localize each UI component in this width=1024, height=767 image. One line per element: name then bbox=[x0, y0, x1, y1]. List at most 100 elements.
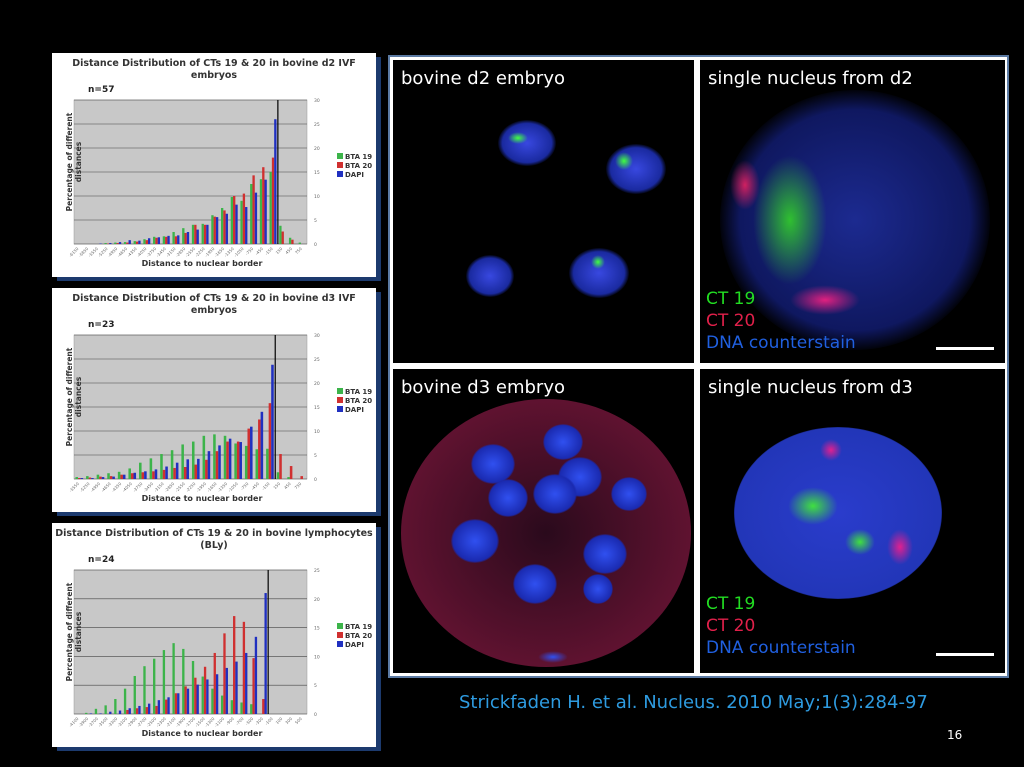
bar-bta-19 bbox=[143, 666, 146, 714]
bar-dapi bbox=[118, 242, 122, 244]
bar-dapi bbox=[250, 426, 253, 479]
bar-bta-20 bbox=[109, 476, 113, 479]
bar-bta-20 bbox=[252, 175, 255, 244]
microscopy-figure: bovine d2 embryo single nucleus from d2 … bbox=[388, 55, 1009, 678]
bar-bta-20 bbox=[183, 467, 187, 479]
bar-bta-19 bbox=[259, 179, 263, 244]
bar-bta-20 bbox=[233, 616, 236, 714]
bar-bta-19 bbox=[202, 435, 206, 479]
x-tick-label: 100 bbox=[274, 716, 283, 725]
bar-bta-20 bbox=[126, 709, 129, 714]
bar-bta-19 bbox=[223, 435, 227, 479]
bar-bta-20 bbox=[184, 232, 187, 244]
bar-bta-20 bbox=[141, 472, 145, 479]
bar-bta-20 bbox=[262, 167, 265, 244]
bar-bta-20 bbox=[213, 216, 216, 244]
bar-dapi bbox=[271, 364, 274, 479]
bar-bta-19 bbox=[133, 675, 136, 714]
bar-dapi bbox=[260, 411, 264, 479]
bar-bta-20 bbox=[223, 633, 226, 714]
legend-item: DAPI bbox=[337, 406, 372, 415]
n-label: n=24 bbox=[88, 555, 115, 565]
y-tick-label: 0 bbox=[314, 477, 317, 483]
scale-bar bbox=[936, 653, 994, 656]
bar-dapi bbox=[206, 224, 209, 244]
bar-bta-20 bbox=[135, 708, 139, 714]
y-tick-label: 30 bbox=[314, 333, 320, 339]
bar-dapi bbox=[225, 667, 228, 714]
bar-dapi bbox=[154, 469, 158, 479]
bar-bta-19 bbox=[162, 650, 166, 714]
bar-bta-19 bbox=[123, 242, 127, 244]
bar-dapi bbox=[167, 235, 170, 244]
bar-bta-19 bbox=[114, 699, 117, 714]
y-tick-label: 5 bbox=[314, 218, 317, 224]
x-tick-label: -5550 bbox=[68, 481, 80, 493]
bar-bta-19 bbox=[153, 236, 156, 244]
bar-bta-19 bbox=[269, 172, 272, 244]
color-legend: CT 19 CT 20 DNA counterstain bbox=[706, 593, 856, 659]
bar-bta-20 bbox=[203, 224, 207, 244]
legend-item: BTA 20 bbox=[337, 162, 372, 171]
bar-dapi bbox=[245, 207, 248, 244]
x-axis-label: Distance to nuclear border bbox=[141, 494, 263, 503]
bar-bta-19 bbox=[94, 708, 98, 714]
bar-bta-20 bbox=[173, 467, 176, 479]
bar-bta-19 bbox=[288, 237, 292, 244]
color-legend: CT 19 CT 20 DNA counterstain bbox=[706, 288, 856, 354]
bar-dapi bbox=[215, 674, 219, 714]
panel-d3-nucleus: single nucleus from d3 CT 19 CT 20 DNA c… bbox=[700, 369, 1005, 673]
bar-dapi bbox=[218, 445, 221, 479]
y-axis-label: Percentage of different distances bbox=[65, 582, 83, 682]
legend: BTA 19 BTA 20 DAPI bbox=[337, 153, 372, 180]
y-axis-label: Percentage of different distances bbox=[65, 347, 83, 447]
bar-bta-19 bbox=[182, 648, 185, 714]
chart-title: Distance Distribution of CTs 19 & 20 in … bbox=[72, 293, 356, 316]
x-tick-label: 450 bbox=[284, 246, 293, 255]
bar-dapi bbox=[254, 192, 258, 244]
bar-dapi bbox=[254, 636, 258, 714]
y-tick-label: 20 bbox=[314, 146, 320, 152]
x-tick-label: -4350 bbox=[111, 481, 123, 493]
x-tick-label: -2850 bbox=[164, 481, 176, 493]
citation: Strickfaden H. et al. Nucleus. 2010 May;… bbox=[459, 692, 928, 713]
chart-panel-d2: 0 5 10 15 20 25 30 -6150 -5850 -5550 -5250 -4950 -46… bbox=[52, 53, 376, 277]
bar-dapi bbox=[235, 204, 238, 244]
bar-dapi bbox=[245, 652, 248, 714]
bar-bta-19 bbox=[244, 445, 248, 479]
bar-bta-19 bbox=[240, 200, 243, 244]
bar-bta-19 bbox=[172, 232, 175, 244]
bar-dapi bbox=[196, 684, 199, 714]
bar-bta-19 bbox=[153, 658, 156, 714]
x-tick-label: -1050 bbox=[227, 481, 239, 493]
x-tick-label: -4650 bbox=[100, 481, 112, 493]
bar-bta-19 bbox=[213, 434, 216, 479]
bar-bta-19 bbox=[250, 704, 253, 714]
x-tick-label: -3150 bbox=[153, 481, 165, 493]
chart-d2-svg: 051015202530-6150-5850-5550-5250-4950-46… bbox=[68, 98, 320, 258]
y-tick-label: 15 bbox=[314, 170, 320, 176]
x-tick-label: -4050 bbox=[121, 481, 133, 493]
bar-bta-20 bbox=[279, 454, 282, 479]
y-tick-label: 25 bbox=[314, 568, 320, 574]
y-tick-label: 15 bbox=[314, 626, 320, 632]
x-tick-label: -150 bbox=[264, 246, 274, 256]
legend-item: DAPI bbox=[337, 641, 372, 650]
bar-dapi bbox=[122, 474, 126, 479]
bar-bta-19 bbox=[160, 454, 163, 479]
bar-bta-20 bbox=[194, 224, 197, 244]
bar-dapi bbox=[157, 237, 161, 244]
x-tick-label: -150 bbox=[261, 481, 271, 491]
bar-bta-19 bbox=[201, 676, 204, 714]
bar-dapi bbox=[274, 119, 277, 244]
bar-bta-20 bbox=[116, 243, 119, 244]
bar-bta-20 bbox=[99, 476, 102, 479]
x-tick-label: -450 bbox=[254, 246, 264, 256]
plot-area bbox=[73, 569, 308, 715]
panel-label: bovine d2 embryo bbox=[401, 68, 565, 89]
x-axis-label: Distance to nuclear border bbox=[141, 729, 263, 738]
bar-bta-19 bbox=[287, 477, 290, 479]
x-tick-label: -300 bbox=[254, 716, 264, 726]
bar-dapi bbox=[128, 240, 131, 244]
bar-bta-19 bbox=[230, 700, 234, 714]
